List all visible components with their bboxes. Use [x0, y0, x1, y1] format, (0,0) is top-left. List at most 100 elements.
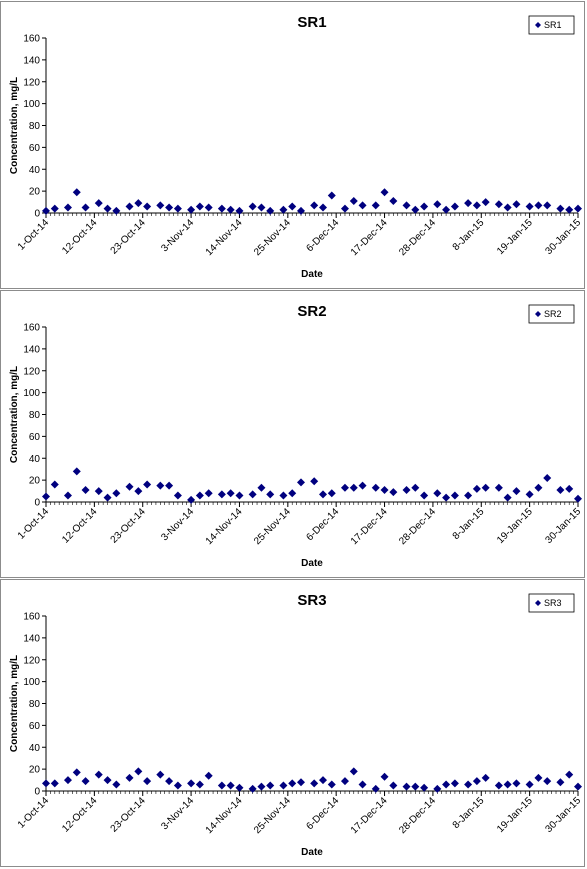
data-point	[327, 780, 336, 789]
data-point	[248, 490, 257, 499]
data-point	[134, 767, 143, 776]
data-point	[494, 781, 503, 790]
data-point	[433, 489, 442, 498]
data-point	[565, 205, 574, 214]
data-point	[266, 206, 275, 215]
data-point	[310, 201, 319, 210]
legend-label: SR1	[544, 20, 562, 30]
x-tick-label: 28-Dec-14	[397, 217, 438, 258]
x-tick-label: 25-Nov-14	[252, 795, 293, 836]
legend-marker	[535, 22, 541, 28]
data-point	[112, 780, 121, 789]
x-tick-label: 6-Dec-14	[304, 506, 341, 543]
x-axis-title: Date	[301, 558, 323, 569]
data-point	[103, 493, 112, 502]
data-point	[472, 201, 481, 210]
data-point	[72, 768, 81, 777]
data-point	[204, 489, 213, 498]
data-point	[204, 203, 213, 212]
data-point	[433, 200, 442, 209]
x-tick-label: 14-Nov-14	[204, 795, 245, 836]
data-point	[134, 487, 143, 496]
data-point	[63, 203, 72, 212]
data-point	[349, 767, 358, 776]
data-point	[450, 779, 459, 788]
data-point	[173, 204, 182, 213]
data-point	[81, 485, 90, 494]
data-point	[442, 205, 451, 214]
chart-sr2: SR2 0 20 40 60 80 100 120 140 160 1-Oct-14 12-Oct-1…	[9, 303, 583, 569]
x-axis-title: Date	[301, 269, 323, 280]
data-point	[226, 205, 235, 214]
data-point	[235, 206, 244, 215]
data-point	[512, 487, 521, 496]
data-point	[450, 202, 459, 211]
data-point	[217, 204, 226, 213]
data-point	[72, 467, 81, 476]
data-point	[371, 784, 380, 793]
y-tick-label: 120	[23, 77, 40, 88]
data-point	[380, 188, 389, 197]
data-point	[103, 776, 112, 785]
x-tick-label: 28-Dec-14	[397, 795, 438, 836]
y-tick-label: 0	[34, 787, 40, 798]
data-point	[318, 203, 327, 212]
data-point	[42, 779, 50, 788]
x-tick-label: 8-Jan-15	[451, 795, 487, 831]
data-point	[389, 781, 398, 790]
data-point	[195, 780, 204, 789]
x-tick-label: 3-Nov-14	[159, 506, 196, 543]
chart-panel-sr3: SR3 0 20 40 60 80 100 120 140 160 1-Oct-14 12-Oct-1…	[0, 579, 585, 867]
x-tick-label: 12-Oct-14	[60, 217, 100, 257]
data-point	[494, 483, 503, 492]
data-point	[411, 483, 420, 492]
data-point	[543, 473, 552, 482]
data-point	[165, 481, 174, 490]
data-point	[327, 489, 336, 498]
y-tick-label: 20	[29, 187, 41, 198]
y-tick-label: 40	[29, 165, 41, 176]
data-point	[543, 777, 552, 786]
data-point	[503, 203, 512, 212]
data-point	[297, 478, 306, 487]
chart-panel-sr1: SR1 0 20 40 60 80 100 120 140 160 1-Oct-14 12-Oct-1…	[0, 1, 585, 289]
data-point	[125, 202, 134, 211]
data-point	[165, 203, 174, 212]
data-point	[420, 202, 429, 211]
data-point	[288, 202, 297, 211]
chart-title-sr2: SR2	[297, 303, 326, 320]
data-point	[143, 202, 152, 211]
data-point	[187, 779, 196, 788]
y-tick-label: 40	[29, 743, 41, 754]
legend-box	[528, 15, 575, 35]
data-point	[204, 771, 213, 780]
chart-title-sr1: SR1	[297, 14, 326, 31]
data-point	[266, 781, 275, 790]
data-point	[81, 203, 90, 212]
legend-box	[528, 593, 575, 613]
data-point	[349, 483, 358, 492]
x-tick-label: 8-Jan-15	[451, 506, 487, 542]
x-tick-label: 3-Nov-14	[159, 217, 196, 254]
data-point	[266, 490, 275, 499]
data-point	[156, 201, 165, 210]
data-point	[512, 779, 521, 788]
data-point	[534, 201, 543, 210]
data-point	[235, 783, 244, 792]
y-axis-title: Concentration, mg/L	[9, 366, 20, 463]
y-tick-label: 160	[23, 34, 40, 45]
chart-panel-sr2: SR2 0 20 40 60 80 100 120 140 160 1-Oct-14 12-Oct-1…	[0, 290, 585, 578]
y-tick-label: 100	[23, 388, 40, 399]
y-tick-label: 80	[29, 121, 41, 132]
data-point	[310, 477, 319, 486]
data-point	[310, 779, 319, 788]
data-point	[556, 778, 565, 787]
chart-title-sr3: SR3	[297, 592, 326, 609]
data-point	[42, 206, 50, 215]
data-point	[481, 483, 490, 492]
chart-sr1: SR1 0 20 40 60 80 100 120 140 160 1-Oct-14 12-Oct-1…	[9, 14, 583, 280]
data-point	[402, 201, 411, 210]
data-point	[481, 198, 490, 207]
data-point	[297, 778, 306, 787]
data-point	[481, 773, 490, 782]
